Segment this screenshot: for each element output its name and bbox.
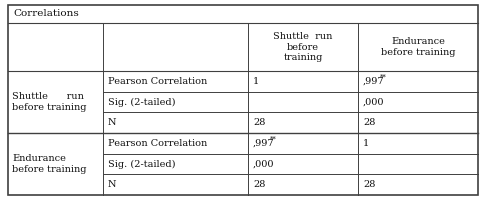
Text: Pearson Correlation: Pearson Correlation (108, 139, 207, 148)
Text: **: ** (269, 136, 276, 144)
Text: **: ** (379, 74, 386, 82)
Text: Sig. (2-tailed): Sig. (2-tailed) (108, 97, 175, 107)
Text: Correlations: Correlations (13, 9, 78, 19)
Text: Shuttle      run
before training: Shuttle run before training (12, 92, 86, 112)
Text: ,000: ,000 (253, 160, 274, 168)
Text: Pearson Correlation: Pearson Correlation (108, 77, 207, 86)
Text: Endurance
before training: Endurance before training (380, 37, 454, 57)
Text: 1: 1 (253, 77, 259, 86)
Text: N: N (108, 118, 116, 127)
Text: ,997: ,997 (362, 77, 384, 86)
Text: ,000: ,000 (362, 97, 384, 106)
Text: 28: 28 (362, 180, 375, 189)
Text: Shuttle  run
before
training: Shuttle run before training (273, 32, 332, 62)
Text: 1: 1 (362, 139, 368, 148)
Text: Endurance
before training: Endurance before training (12, 154, 86, 174)
Text: ,997: ,997 (253, 139, 274, 148)
Text: N: N (108, 180, 116, 189)
Text: 28: 28 (362, 118, 375, 127)
Text: Sig. (2-tailed): Sig. (2-tailed) (108, 159, 175, 169)
Text: 28: 28 (253, 180, 265, 189)
Text: 28: 28 (253, 118, 265, 127)
